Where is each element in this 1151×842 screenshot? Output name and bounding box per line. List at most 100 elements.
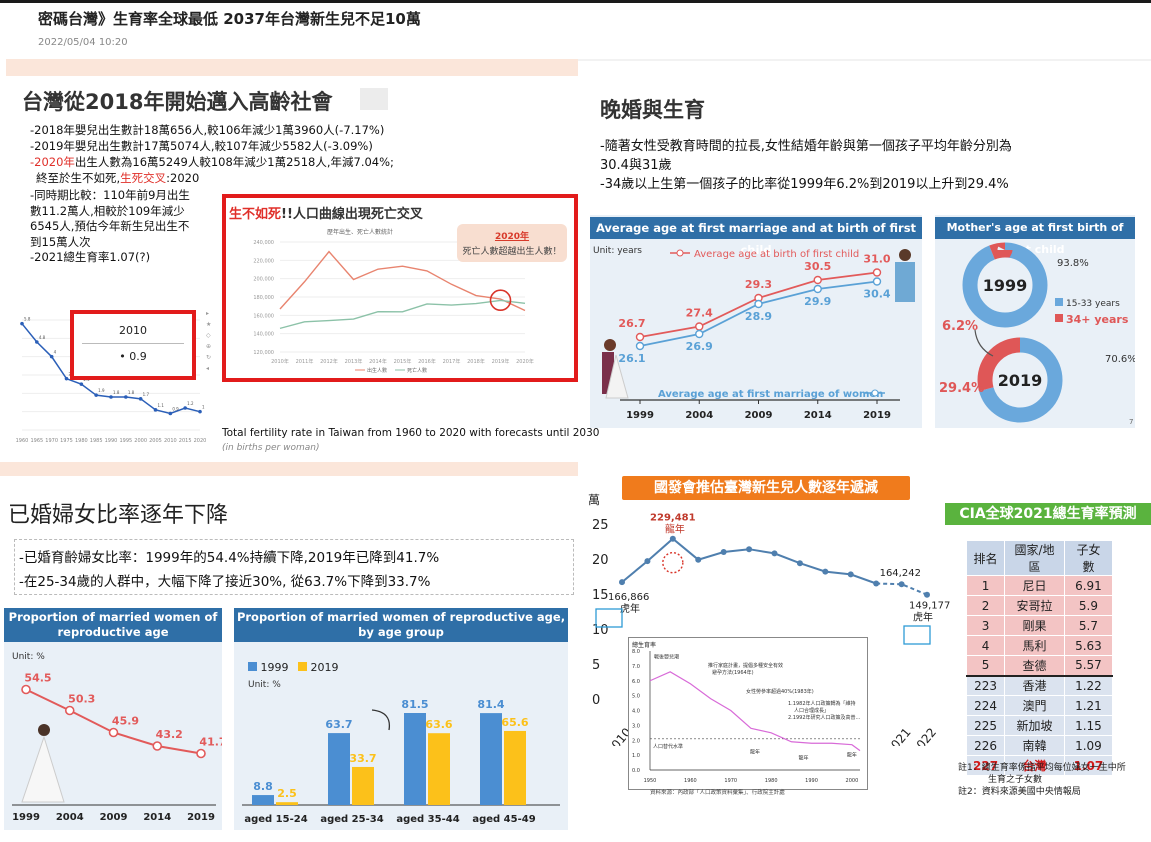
married-line-chart: 1999 2004 2009 2014 2019 54.5 50.3 45.9 43.2 41.7 (12, 672, 222, 823)
age-point (813, 275, 822, 285)
table-cell: 1 (965, 575, 1006, 596)
donut-1999-big-pct: 93.8% (1057, 258, 1089, 269)
age-point (813, 284, 822, 294)
tfr-data-label: 1.2 (187, 401, 194, 406)
tfr-x-tick: 1990 (105, 438, 118, 444)
births-y-tick: 15 (592, 588, 609, 603)
married-data-label: 45.9 (112, 715, 139, 728)
tfr-x-tick: 1995 (119, 438, 132, 444)
legend-marker-birth (676, 249, 684, 257)
bar-2019 (352, 766, 374, 805)
tfr-subcaption: (in births per woman) (222, 443, 320, 453)
dc-x-tick: 2015年 (394, 358, 412, 365)
table-cell: 224 (965, 695, 1006, 716)
births-point (796, 560, 803, 567)
legend-births: 出生人數 (367, 367, 387, 374)
table-cell: 5.63 (1063, 635, 1114, 656)
table-cell: 6.91 (1063, 575, 1114, 596)
table-row: 223 香港 1.22 (965, 674, 1114, 696)
dc-x-tick: 2013年 (345, 358, 363, 365)
bar-data-label: 33.7 (349, 752, 376, 765)
slide-band (6, 59, 578, 76)
inset-y-tick: 3.0 (632, 723, 640, 729)
table-cell: 5.7 (1063, 615, 1114, 636)
married-point (152, 741, 163, 751)
inset-n4: 2.1992年研究人口政策及高普... (788, 714, 861, 721)
tooltip-value: • 0.9 (119, 350, 147, 363)
legend-34: 34+ years (1066, 313, 1129, 326)
age-data-label: 31.0 (863, 253, 890, 266)
inset-n2: 女性勞參率超過40%(1983年) (746, 688, 814, 695)
panel1-line1: -2018年嬰兒出生數計18萬656人,較106年減少1萬3960人(-7.17… (30, 123, 385, 137)
dc-x-tick: 2011年 (296, 358, 314, 365)
mother-age-head: Mother's age at first birth of first chi… (935, 217, 1135, 256)
top-border (0, 0, 1151, 3)
tfr-inset-chart: 總生育率 0.0 1.0 2.0 3.0 4.0 5.0 6.0 7.0 8.0 1950 1960 1… (632, 641, 861, 784)
cia-table: 排名 國家/地區 子女數 1 尼日 6.91 2 安哥拉 5.9 3 剛果 5.7 4 馬利 5.63… (965, 540, 1114, 776)
table-cell: 2 (965, 595, 1006, 616)
table-cell: 5 (965, 655, 1006, 676)
legend-15-33: 15-33 years (1066, 299, 1120, 309)
tfr-x-tick: 2015 (179, 438, 192, 444)
dc-y-tick: 180,000 (253, 295, 274, 301)
title-mask (360, 88, 388, 110)
arrow-icon (974, 329, 994, 357)
inset-n3: 1.1982年人口政策轉為「維持 (788, 700, 856, 707)
tfr-x-tick: 1970 (45, 438, 58, 444)
age-x-tick: 2009 (745, 410, 773, 421)
age-point (872, 277, 882, 286)
tfr-x-tick: 2010 (164, 438, 177, 444)
dc-y-tick: 200,000 (253, 277, 274, 283)
married-point (108, 727, 119, 738)
donut-1999-label: 1999 (983, 276, 1028, 295)
table-row: 3 剛果 5.7 (965, 615, 1114, 636)
births-y-tick: 0 (592, 693, 600, 708)
births-x-tick: 2021 (883, 725, 913, 746)
dc-x-tick: 2016年 (418, 358, 436, 365)
table-row: 4 馬利 5.63 (965, 635, 1114, 656)
dc-series-line (279, 299, 526, 330)
inset-y-tick: 4.0 (632, 709, 640, 715)
bar-x-tick: aged 45-49 (472, 814, 535, 825)
table-row: 227 台灣 1.07 (965, 755, 1114, 776)
label-166: 166,866 (608, 592, 649, 603)
table-cell: 剛果 (1004, 615, 1065, 636)
panel3-textbox[interactable]: -已婚育齡婦女比率：1999年的54.4%持續下降,2019年已降到41.7% … (14, 539, 574, 595)
th-country: 國家/地區 (1004, 540, 1065, 576)
bar-1999 (404, 713, 426, 805)
married-line-head: Proportion of married women of reproduct… (4, 608, 222, 642)
bar-2019 (428, 733, 450, 805)
age-line-chart: 1999 2004 2009 2014 2019 26.7 27.4 29.3 30.5 31.0… (602, 249, 915, 421)
donut-2019-small-pct: 29.4% (939, 381, 984, 396)
legend-deaths: 死亡人數 (407, 367, 427, 374)
inset-x-tick: 1980 (765, 778, 778, 784)
panel1-line2: -2019年嬰兒出生數計17萬5074人,較107年減少5582人(-3.09%… (30, 139, 373, 153)
bar-data-label: 81.5 (401, 698, 428, 711)
tooltip-box: 2010 • 0.9 (70, 310, 196, 380)
table-cell: 1.15 (1063, 715, 1114, 736)
married-line-unit: Unit: % (12, 652, 45, 662)
dc-subtitle: 歷年出生、死亡人數統計 (327, 228, 393, 236)
dc-series-line (279, 250, 526, 312)
age-data-label: 30.5 (804, 260, 831, 273)
table-row: 224 澳門 1.21 (965, 695, 1114, 716)
bride-icon (21, 735, 65, 803)
married-data-label: 54.5 (24, 672, 51, 685)
married-bar-chart: 8.8 2.5 aged 15-24 63.7 33.7 aged 25-34 81.5 63… (242, 698, 560, 825)
table-cell: 223 (965, 674, 1006, 696)
chart-toolbar[interactable]: ▸ ★ ◇ ⊕ ↻ ◂ (206, 310, 212, 372)
age-data-label: 29.9 (804, 295, 831, 308)
inset-y-tick: 0.0 (632, 768, 640, 774)
legend-swatch-1999 (248, 662, 257, 671)
panel1-title: 台灣從2018年開始邁入高齡社會 (22, 90, 333, 114)
panel1-line3: -2020年出生人數為16萬5249人較108年減少1萬2518人,年減7.04… (30, 155, 394, 169)
family-head-icon (899, 249, 911, 261)
table-row: 5 查德 5.57 (965, 655, 1114, 676)
table-cell: 台灣 (1004, 755, 1065, 776)
tfr-x-tick: 1975 (60, 438, 73, 444)
crossover-circle (489, 289, 512, 312)
inset-y-tick: 6.0 (632, 679, 640, 685)
dc-x-tick: 2020年 (516, 358, 534, 365)
table-cell: 香港 (1004, 674, 1065, 696)
age-point (754, 299, 763, 309)
